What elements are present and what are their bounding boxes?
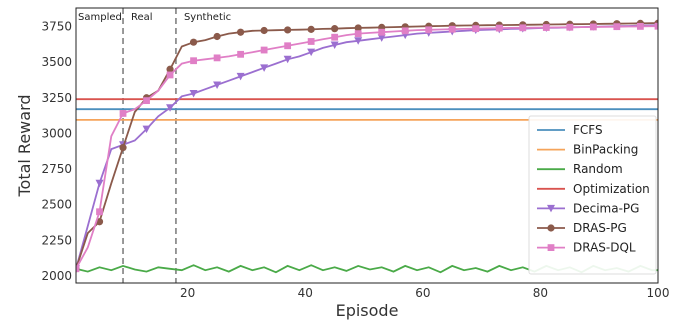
data-point	[331, 34, 338, 41]
y-tick-label: 2750	[41, 162, 72, 176]
data-point	[261, 27, 268, 34]
data-point	[308, 38, 315, 45]
legend-label: Random	[573, 162, 623, 176]
y-axis-label: Total Reward	[15, 94, 34, 197]
x-tick-label: 20	[180, 286, 195, 300]
data-point	[355, 30, 362, 37]
legend-label: Optimization	[573, 182, 650, 196]
data-point	[96, 208, 103, 215]
data-point	[519, 24, 526, 31]
x-tick-label: 100	[647, 286, 670, 300]
x-tick-label: 60	[415, 286, 430, 300]
data-point	[119, 144, 126, 151]
data-point	[449, 26, 456, 33]
legend-label: BinPacking	[573, 143, 638, 157]
x-tick-label: 40	[298, 286, 313, 300]
x-axis-label: Episode	[336, 301, 399, 320]
legend: FCFS BinPacking Random Optimization Decima-P…	[529, 116, 656, 274]
legend-marker	[547, 224, 554, 231]
data-point	[308, 26, 315, 33]
legend-label: FCFS	[573, 123, 603, 137]
data-point	[96, 180, 104, 188]
phase-label: Sampled	[78, 12, 122, 23]
data-point	[566, 24, 573, 31]
y-tick-label: 2250	[41, 233, 72, 247]
data-point	[637, 23, 644, 30]
data-point	[143, 97, 150, 104]
legend-marker	[548, 244, 555, 251]
data-point	[190, 57, 197, 64]
data-point	[378, 29, 385, 36]
y-tick-label: 2000	[41, 269, 72, 283]
y-tick-label: 3250	[41, 91, 72, 105]
legend-label: DRAS-DQL	[573, 241, 636, 255]
y-tick-label: 3500	[41, 55, 72, 69]
data-point	[425, 26, 432, 33]
data-point	[213, 33, 220, 40]
y-tick-label: 3750	[41, 20, 72, 34]
data-point	[237, 29, 244, 36]
x-tick-label: 80	[533, 286, 548, 300]
data-point	[402, 27, 409, 34]
data-point	[613, 23, 620, 30]
data-point	[167, 72, 174, 79]
phase-label: Synthetic	[184, 12, 231, 23]
y-tick-label: 3000	[41, 126, 72, 140]
y-tick-label: 2500	[41, 198, 72, 212]
legend-label: Decima-PG	[573, 201, 639, 215]
data-point	[120, 110, 127, 117]
data-point	[590, 24, 597, 31]
data-point	[190, 39, 197, 46]
data-point	[472, 25, 479, 32]
data-point	[496, 25, 503, 32]
data-point	[261, 47, 268, 54]
phase-label: Real	[131, 12, 153, 23]
data-point	[331, 25, 338, 32]
data-point	[284, 26, 291, 33]
data-point	[284, 42, 291, 49]
data-point	[237, 51, 244, 58]
data-point	[214, 54, 221, 61]
data-point	[543, 24, 550, 31]
legend-label: DRAS-PG	[573, 221, 627, 235]
